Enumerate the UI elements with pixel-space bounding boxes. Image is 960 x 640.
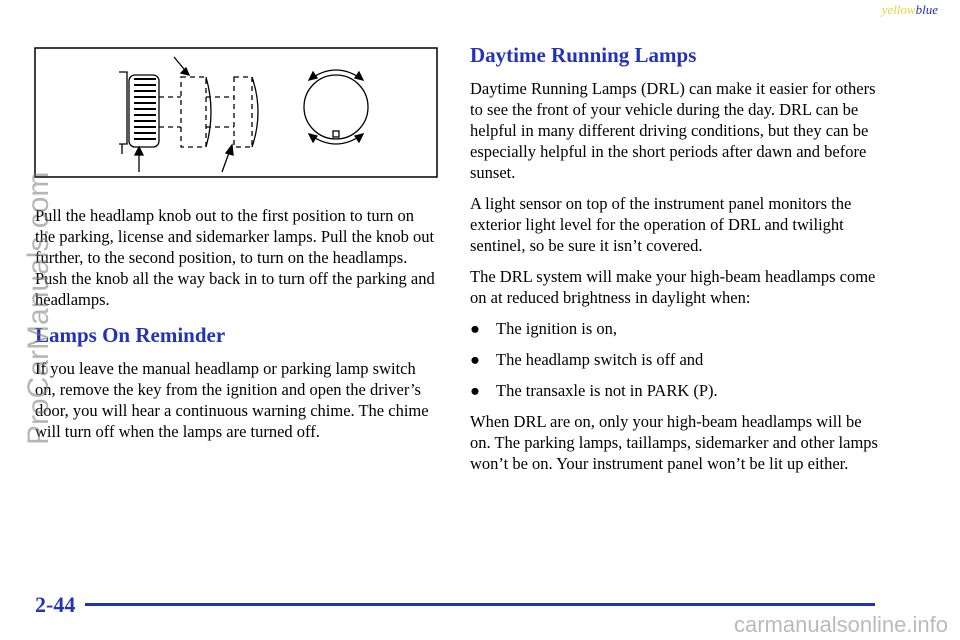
bullet-dot: ● [470, 381, 480, 400]
bullet-dot: ● [470, 319, 480, 338]
header-yellow: yellow [881, 2, 916, 17]
paragraph: Pull the headlamp knob out to the first … [35, 206, 435, 309]
paragraph: If you leave the manual headlamp or park… [35, 359, 429, 441]
paragraph: Daytime Running Lamps (DRL) can make it … [470, 79, 876, 182]
header: yellowblue [882, 2, 938, 18]
left-column: Pull the headlamp knob out to the first … [35, 205, 437, 452]
right-column: Daytime Running Lamps Daytime Running La… [470, 42, 880, 484]
page-number: 2-44 [35, 592, 76, 617]
watermark: ProCarManuals.com [22, 171, 55, 445]
bullet-item: ● The ignition is on, [470, 318, 880, 339]
paragraph: When DRL are on, only your high-beam hea… [470, 412, 878, 473]
bullet-text: The ignition is on, [496, 319, 617, 338]
illustration [119, 56, 369, 173]
bullet-text: The transaxle is not in PARK (P). [496, 381, 718, 400]
bullet-dot: ● [470, 350, 480, 369]
bullet-text: The headlamp switch is off and [496, 350, 704, 369]
heading: Lamps On Reminder [35, 323, 226, 347]
figure-frame [34, 47, 438, 178]
paragraph: The DRL system will make your high-beam … [470, 267, 876, 307]
bullet-item: ● The transaxle is not in PARK (P). [470, 380, 880, 401]
footer-rule [85, 603, 875, 606]
heading: Daytime Running Lamps [470, 43, 697, 67]
paragraph: A light sensor on top of the instrument … [470, 194, 852, 255]
bullet-item: ● The headlamp switch is off and [470, 349, 880, 370]
figure [34, 47, 438, 178]
header-blue: blue [915, 2, 938, 17]
watermark: carmanualsonline.info [733, 612, 948, 637]
